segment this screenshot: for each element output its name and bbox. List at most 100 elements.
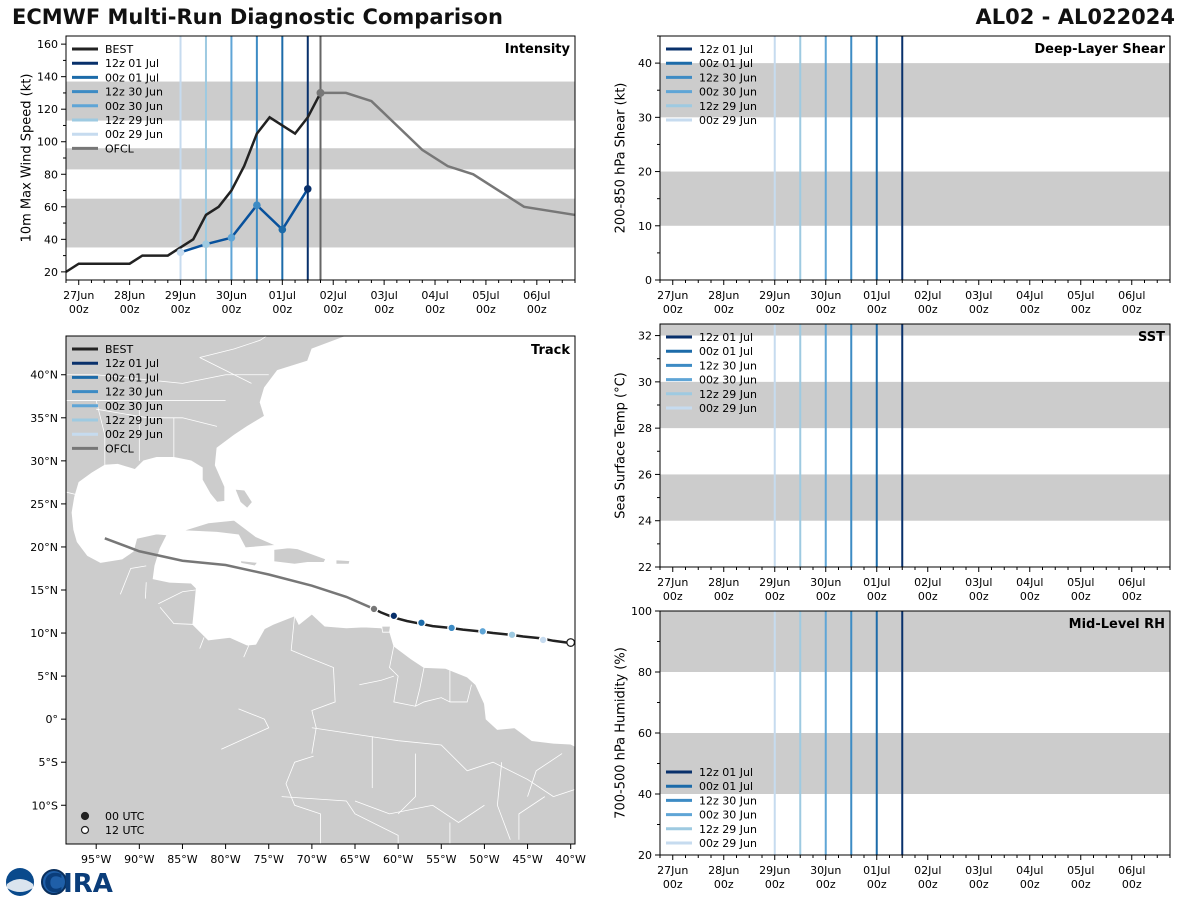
x-tick-day: 30Jun [216,289,247,302]
marker-legend-symbol [80,811,90,821]
legend-label: OFCL [105,442,135,455]
legend-label: 12z 30 Jun [699,71,757,84]
track-point [566,638,575,647]
x-tick-label: 95°W [81,853,111,866]
x-tick-hour: 00z [1020,590,1040,603]
legend-label: 00z 30 Jun [105,100,163,113]
x-tick-label: 40°W [555,853,585,866]
border-line [281,796,399,844]
legend-label: 00z 01 Jul [699,345,753,358]
x-tick-hour: 00z [969,303,989,316]
ofcl-intensity-line [320,91,576,217]
y-tick-label: 32 [638,330,652,343]
y-tick-label: 15°N [30,584,58,597]
legend-label: 00z 29 Jun [105,128,163,141]
legend-label: 00z 29 Jun [699,402,757,415]
x-tick-day: 02Jul [914,289,941,302]
y-tick-label: 20°N [30,541,58,554]
y-tick-label: 30 [638,376,652,389]
y-tick-label: 40 [638,57,652,70]
x-tick-hour: 00z [663,303,683,316]
legend-label: 12z 29 Jun [699,823,757,836]
x-tick-day: 30Jun [810,864,841,877]
y-tick-label: 22 [638,561,652,574]
x-tick-day: 04Jul [1016,576,1043,589]
legend-label: 12z 29 Jun [105,114,163,127]
x-tick-day: 29Jun [759,864,790,877]
sst-panel: 27Jun00z28Jun00z29Jun00z30Jun00z01Jul00z… [614,323,1171,603]
x-tick-hour: 00z [1122,303,1142,316]
y-tick-label: 30 [638,111,652,124]
hispaniola-landmass [273,547,327,565]
x-tick-day: 03Jul [965,576,992,589]
bahamas-landmass [234,488,253,509]
x-tick-label: 60°W [383,853,413,866]
x-tick-hour: 00z [765,303,785,316]
x-tick-day: 06Jul [523,289,550,302]
x-tick-label: 90°W [124,853,154,866]
x-tick-hour: 00z [918,878,938,891]
x-tick-day: 28Jun [114,289,145,302]
legend-label: 00z 30 Jun [699,809,757,822]
chart-title: ECMWF Multi-Run Diagnostic Comparison [12,5,503,29]
border-line [290,615,336,754]
forecast-intensity-point [303,185,312,193]
y-tick-label: 100 [631,605,652,618]
x-tick-hour: 00z [1122,590,1142,603]
legend-label: 00z 29 Jun [699,114,757,127]
y-tick-label: 40°N [30,369,58,382]
forecast-intensity-point [278,225,287,234]
x-tick-day: 05Jul [1067,864,1094,877]
x-tick-day: 28Jun [708,289,739,302]
ofcl-intensity-point [316,88,325,97]
border-line [221,708,270,750]
x-tick-hour: 00z [765,878,785,891]
y-tick-label: 80 [638,666,652,679]
x-tick-day: 05Jul [1067,289,1094,302]
x-tick-day: 27Jun [657,864,688,877]
track-point [507,630,517,640]
x-tick-hour: 00z [663,590,683,603]
border-line [354,800,485,823]
track-point [389,611,399,621]
forecast-intensity-line [180,188,309,254]
x-tick-label: 75°W [254,853,284,866]
y-tick-label: 10°S [32,799,58,812]
x-tick-day: 27Jun [657,289,688,302]
legend-label: 12z 30 Jun [699,794,757,807]
legend-label: 12z 01 Jul [105,357,159,370]
y-tick-label: 80 [44,168,58,181]
panel-title: SST [1138,330,1165,345]
x-tick-label: 55°W [426,853,456,866]
border-line [311,727,554,797]
marker-legend-label: 00 UTC [105,810,145,823]
x-tick-hour: 00z [765,590,785,603]
x-tick-hour: 00z [1020,878,1040,891]
x-tick-day: 01Jul [863,576,890,589]
x-tick-day: 02Jul [320,289,347,302]
track-point [369,604,379,614]
x-tick-hour: 00z [816,878,836,891]
shear-panel: 27Jun00z28Jun00z29Jun00z30Jun00z01Jul00z… [614,35,1171,316]
track-panel: 95°W 90°W 85°W 80°W 75°W 70°W 65°W 60°W 55°W 50°W… [30,335,586,866]
threshold-band [660,474,1170,521]
x-tick-day: 04Jul [1016,289,1043,302]
legend-label: BEST [105,343,133,356]
y-tick-label: 0 [645,274,652,287]
border-line [199,357,252,384]
y-tick-label: 40 [638,788,652,801]
x-tick-day: 30Jun [810,576,841,589]
x-tick-hour: 00z [969,878,989,891]
y-axis-label: Sea Surface Temp (°C) [614,372,629,519]
track-point [478,626,488,636]
forecast-intensity-point [227,233,236,242]
border-line [95,400,106,466]
legend-label: 00z 01 Jul [105,71,159,84]
legend-label: 00z 30 Jun [699,86,757,99]
legend-label: BEST [105,43,133,56]
y-tick-label: 25°N [30,498,58,511]
americas-landmass [66,336,575,844]
border-line [359,675,394,686]
x-tick-day: 05Jul [1067,576,1094,589]
track-point [416,618,426,628]
